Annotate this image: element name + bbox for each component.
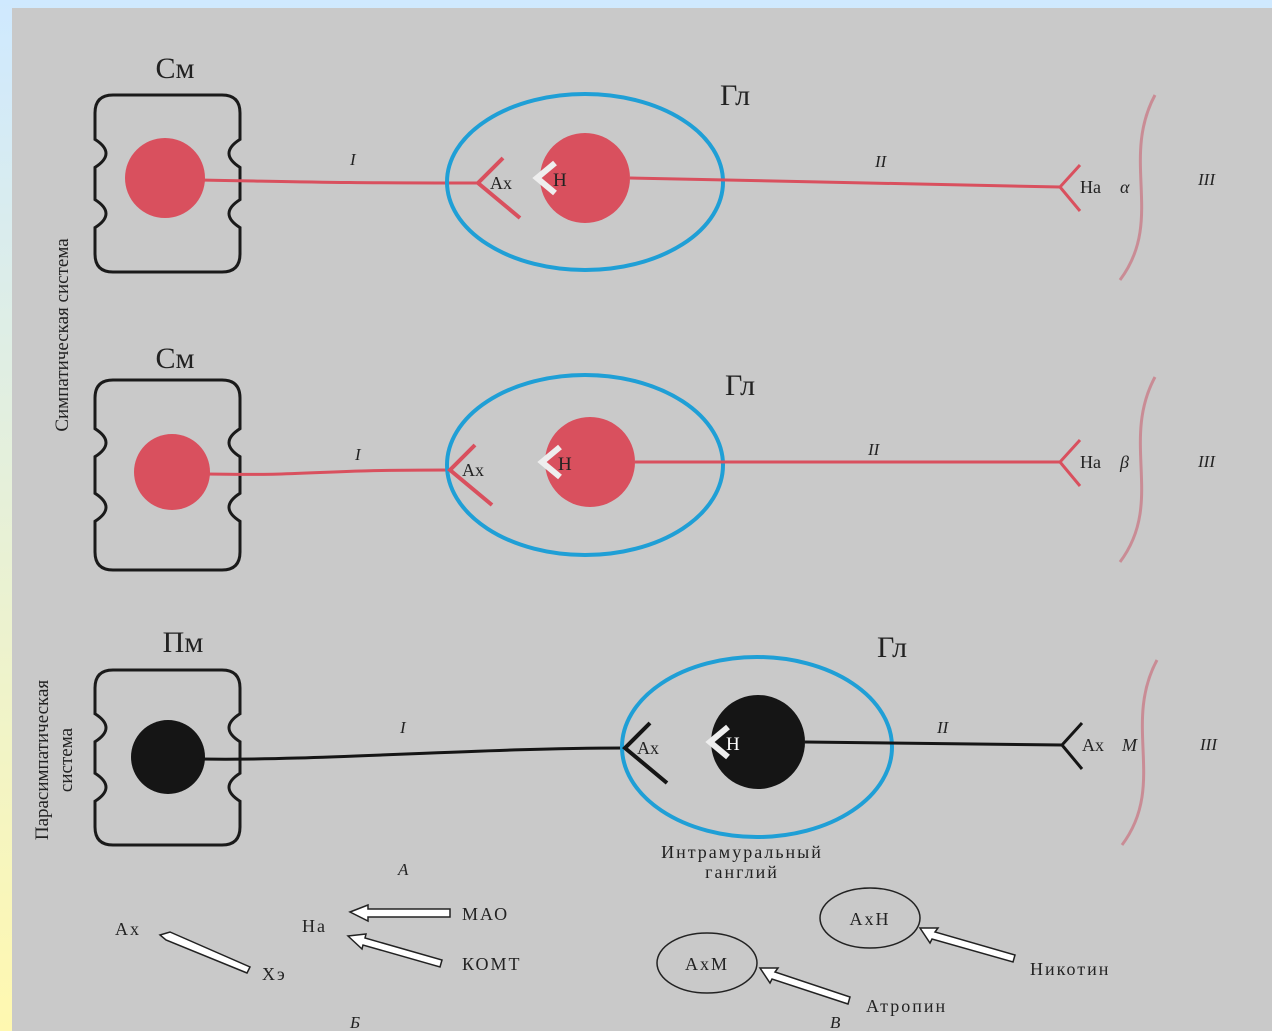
label: АхМ bbox=[685, 954, 729, 974]
side-label: Симпатическая система bbox=[52, 238, 73, 432]
fiber-label: II bbox=[936, 718, 950, 737]
ganglion-label: Гл bbox=[725, 369, 755, 402]
ganglion-caption: ганглий bbox=[705, 862, 779, 882]
side-label: Парасимпатическая bbox=[32, 680, 53, 841]
receptor: Н bbox=[553, 170, 567, 191]
effector-label: III bbox=[1197, 170, 1216, 189]
cell-label: Пм bbox=[163, 626, 204, 659]
diagram: Симпатическая система Парасимпатическая … bbox=[0, 0, 1272, 1031]
panel-label: Б bbox=[349, 1013, 360, 1031]
label: КОМТ bbox=[462, 954, 522, 974]
effector-label: III bbox=[1197, 452, 1216, 471]
terminal-receptor: М bbox=[1121, 735, 1138, 755]
receptor: Н bbox=[726, 734, 740, 755]
terminal-receptor: β bbox=[1119, 452, 1129, 472]
terminal-mediator: Ах bbox=[1082, 735, 1104, 755]
nucleus bbox=[134, 434, 210, 510]
side-label: система bbox=[56, 727, 77, 792]
label: Ах bbox=[115, 919, 141, 939]
mediator: Ах bbox=[637, 738, 659, 758]
label: Хэ bbox=[262, 964, 287, 984]
terminal-mediator: На bbox=[1080, 452, 1101, 472]
terminal-receptor: α bbox=[1120, 177, 1130, 197]
cell-label: См bbox=[156, 52, 195, 85]
receptor: Н bbox=[558, 454, 572, 475]
label: АхН bbox=[850, 909, 891, 929]
label: Никотин bbox=[1030, 959, 1110, 979]
effector-label: III bbox=[1199, 735, 1218, 754]
ganglion-caption: Интрамуральный bbox=[661, 842, 823, 862]
terminal-mediator: На bbox=[1080, 177, 1101, 197]
label: МАО bbox=[462, 904, 509, 924]
label: На bbox=[302, 916, 327, 936]
ganglion-label: Гл bbox=[877, 631, 907, 664]
page: Симпатическая система Парасимпатическая … bbox=[0, 0, 1272, 1031]
mediator: Ах bbox=[462, 460, 484, 480]
panel-label: В bbox=[830, 1013, 841, 1031]
cell-label: См bbox=[156, 342, 195, 375]
nucleus bbox=[131, 720, 205, 794]
mediator: Ах bbox=[490, 173, 512, 193]
fiber-label: II bbox=[874, 152, 888, 171]
ganglion-label: Гл bbox=[720, 79, 750, 112]
label: Атропин bbox=[866, 996, 947, 1016]
panel-label: А bbox=[397, 860, 409, 879]
nucleus bbox=[125, 138, 205, 218]
fiber-label: II bbox=[867, 440, 881, 459]
